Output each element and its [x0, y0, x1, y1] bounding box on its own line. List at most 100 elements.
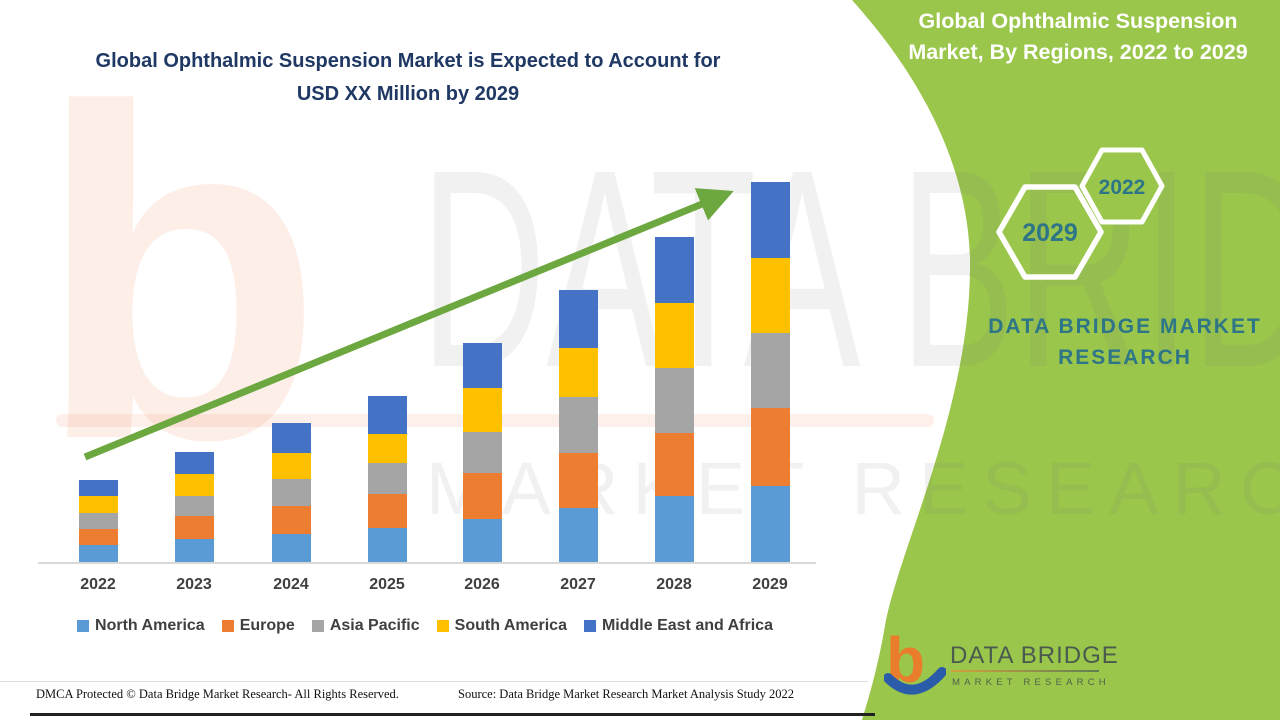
hexagon-2022	[1079, 147, 1165, 225]
x-label-2029: 2029	[752, 576, 788, 593]
bar-segment-2028-middle-east-and-africa	[654, 237, 694, 303]
year-hexagons: 2029 2022	[996, 147, 1165, 280]
legend-swatch-north-america	[77, 620, 90, 632]
x-label-2023: 2023	[176, 576, 212, 593]
bar-segment-2027-south-america	[558, 348, 598, 397]
x-label-2026: 2026	[464, 576, 500, 593]
x-axis-labels: 2022 2023 2024 2025 2026 2027 2028 2029	[40, 576, 800, 598]
bar-segment-2028-south-america	[654, 303, 694, 368]
bar-segment-2023-south-america	[174, 474, 214, 496]
bar-segment-2028-asia-pacific	[654, 368, 694, 433]
footer-dmca-text: DMCA Protected © Data Bridge Market Rese…	[36, 687, 399, 701]
bar-segment-2027-europe	[558, 453, 598, 508]
bar-segment-2027-middle-east-and-africa	[558, 290, 598, 348]
footer-source-text: Source: Data Bridge Market Research Mark…	[458, 687, 795, 701]
bar-segment-2029-south-america	[750, 258, 790, 333]
bars-layer	[40, 0, 800, 562]
footer-divider	[0, 681, 868, 682]
hexagon-2029-label: 2029	[1022, 219, 1078, 247]
bar-segment-2022-middle-east-and-africa	[78, 480, 118, 496]
bar-segment-2025-north-america	[367, 528, 407, 562]
legend-swatch-asia-pacific	[311, 620, 324, 632]
legend-label-south-america: South America	[454, 617, 567, 634]
legend-swatch-europe	[221, 620, 234, 632]
bar-segment-2024-asia-pacific	[271, 479, 311, 506]
x-label-2022: 2022	[80, 576, 116, 593]
bar-segment-2022-europe	[78, 529, 118, 545]
logo-name-text: DATA BRIDGE	[950, 642, 1119, 669]
legend-label-asia-pacific: Asia Pacific	[329, 617, 420, 634]
bar-2029	[750, 182, 790, 562]
legend-item-europe: Europe	[221, 617, 295, 635]
panel-heading-line1: Global Ophthalmic Suspension	[918, 9, 1238, 33]
x-label-2024: 2024	[273, 576, 309, 593]
legend-item-middle-east-and-africa: Middle East and Africa	[583, 617, 773, 635]
databridge-logo-icon: b	[884, 628, 946, 696]
bar-2028	[654, 237, 694, 562]
panel-heading-line2: Market, By Regions, 2022 to 2029	[908, 40, 1248, 64]
x-label-2025: 2025	[369, 576, 405, 593]
bar-segment-2028-north-america	[654, 496, 694, 562]
legend-label-europe: Europe	[239, 617, 295, 634]
bar-segment-2029-europe	[750, 408, 790, 486]
bar-segment-2025-europe	[367, 494, 407, 528]
bar-segment-2026-middle-east-and-africa	[462, 343, 502, 388]
bar-segment-2028-europe	[654, 433, 694, 496]
brand-text-line2: RESEARCH	[1058, 346, 1192, 369]
bar-segment-2027-north-america	[558, 508, 598, 562]
bar-segment-2027-asia-pacific	[558, 397, 598, 453]
bar-segment-2024-europe	[271, 506, 311, 534]
legend-swatch-south-america	[436, 620, 449, 632]
bar-segment-2022-north-america	[78, 545, 118, 562]
hexagon-2022-label: 2022	[1099, 176, 1146, 199]
bar-2023	[174, 452, 214, 562]
legend-label-north-america: North America	[95, 617, 205, 634]
bar-segment-2024-south-america	[271, 453, 311, 479]
logo-subtitle-text: MARKET RESEARCH	[952, 677, 1110, 688]
bar-segment-2023-europe	[174, 516, 214, 539]
bar-segment-2026-asia-pacific	[462, 432, 502, 473]
x-label-2028: 2028	[656, 576, 692, 593]
chart-title: Global Ophthalmic Suspension Market is E…	[40, 45, 776, 111]
bar-segment-2026-south-america	[462, 388, 502, 432]
bar-segment-2023-north-america	[174, 539, 214, 562]
panel-heading: Global Ophthalmic Suspension Market, By …	[884, 6, 1272, 68]
bar-segment-2029-middle-east-and-africa	[750, 182, 790, 258]
bar-segment-2022-asia-pacific	[78, 513, 118, 529]
legend-label-middle-east-and-africa: Middle East and Africa	[601, 617, 773, 634]
x-axis-line	[38, 562, 816, 564]
bar-segment-2024-middle-east-and-africa	[271, 423, 311, 453]
chart-title-line1: Global Ophthalmic Suspension Market is E…	[95, 50, 721, 72]
bar-2025	[367, 396, 407, 562]
bar-segment-2022-south-america	[78, 496, 118, 513]
bar-2027	[558, 290, 598, 562]
legend-item-south-america: South America	[436, 617, 567, 635]
bar-segment-2025-middle-east-and-africa	[367, 396, 407, 434]
bar-segment-2025-asia-pacific	[367, 463, 407, 494]
x-label-2027: 2027	[560, 576, 596, 593]
chart-title-line2: USD XX Million by 2029	[296, 83, 520, 105]
legend-swatch-middle-east-and-africa	[583, 620, 596, 632]
bar-2022	[78, 480, 118, 562]
logo-underline	[951, 670, 1099, 672]
bar-segment-2023-middle-east-and-africa	[174, 452, 214, 474]
bar-segment-2023-asia-pacific	[174, 496, 214, 516]
bottom-rule	[30, 713, 875, 716]
bar-segment-2025-south-america	[367, 434, 407, 463]
legend-item-north-america: North America	[77, 617, 205, 635]
bar-2024	[271, 423, 311, 562]
legend: North America Europe Asia Pacific South Ame…	[40, 617, 810, 635]
bar-segment-2026-north-america	[462, 519, 502, 562]
bar-segment-2029-north-america	[750, 486, 790, 562]
hexagon-2029	[996, 184, 1104, 280]
brand-text-line1: DATA BRIDGE MARKET	[988, 315, 1262, 338]
bar-segment-2026-europe	[462, 473, 502, 519]
legend-item-asia-pacific: Asia Pacific	[311, 617, 420, 635]
bar-segment-2029-asia-pacific	[750, 333, 790, 408]
bar-segment-2024-north-america	[271, 534, 311, 562]
brand-text: DATA BRIDGE MARKET RESEARCH	[960, 311, 1280, 373]
bar-2026	[462, 343, 502, 562]
